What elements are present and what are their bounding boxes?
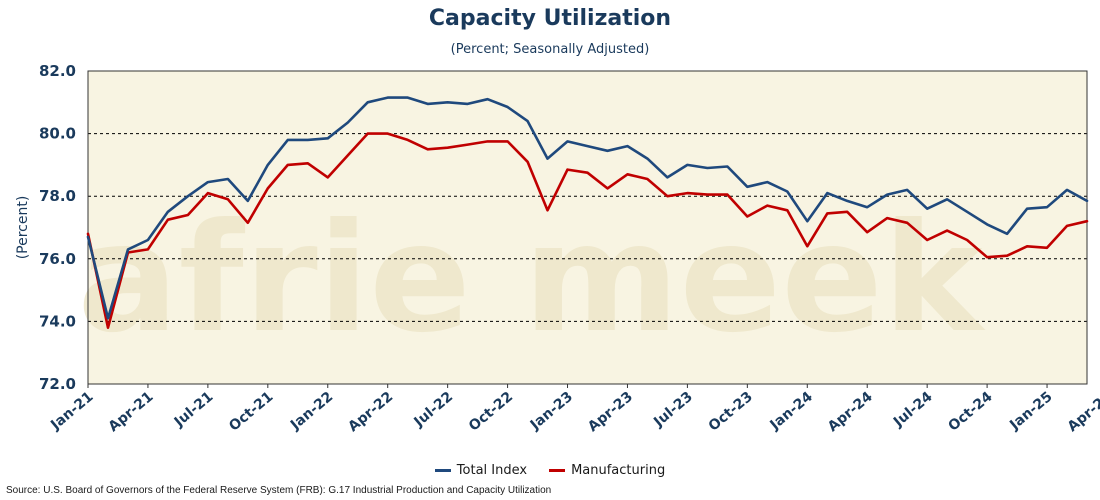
watermark-logo: afrie meek bbox=[77, 192, 986, 366]
x-tick-label: Apr-24 bbox=[825, 389, 876, 436]
x-tick-label: Jan-23 bbox=[527, 389, 576, 434]
y-tick-label: 76.0 bbox=[39, 250, 76, 268]
x-tick-label: Jul-22 bbox=[410, 389, 456, 431]
series-line-manufacturing bbox=[86, 132, 1089, 330]
x-tick-label: Jan-22 bbox=[287, 389, 336, 434]
y-tick-label: 72.0 bbox=[39, 375, 76, 393]
chart-title: Capacity Utilization bbox=[428, 6, 672, 31]
x-tick-label: Jan-25 bbox=[1006, 389, 1055, 434]
x-tick-label: Jul-24 bbox=[890, 389, 936, 431]
legend-swatch-manufacturing bbox=[549, 469, 566, 472]
x-tick-label: Jan-24 bbox=[767, 389, 816, 434]
legend-label-manufacturing: Manufacturing bbox=[571, 463, 666, 478]
source-note: Source: U.S. Board of Governors of the F… bbox=[6, 485, 552, 496]
x-tick-label: Apr-25 bbox=[1065, 389, 1100, 435]
plot-area bbox=[88, 71, 1087, 384]
x-tick-label: Oct-24 bbox=[945, 389, 995, 435]
legend-item-manufacturing: Manufacturing bbox=[549, 463, 665, 478]
series-line-total-index bbox=[86, 96, 1089, 320]
y-tick-label: 82.0 bbox=[39, 62, 76, 80]
x-tick-label: Apr-21 bbox=[106, 389, 157, 435]
y-tick-label: 80.0 bbox=[39, 125, 76, 143]
legend-swatch-total-index bbox=[434, 469, 451, 472]
x-tick-label: Jul-21 bbox=[171, 389, 217, 431]
legend-label-total-index: Total Index bbox=[456, 463, 528, 478]
x-tick-label: Oct-22 bbox=[466, 389, 516, 435]
legend-item-total-index: Total Index bbox=[434, 463, 528, 478]
x-tick-label: Apr-23 bbox=[585, 389, 636, 435]
x-tick-label: Jan-21 bbox=[47, 389, 96, 434]
chart-subtitle: (Percent; Seasonally Adjusted) bbox=[450, 42, 650, 57]
x-tick-label: Oct-23 bbox=[706, 389, 756, 435]
chart-legend: Total Index Manufacturing bbox=[0, 463, 1100, 478]
y-tick-label: 74.0 bbox=[39, 312, 76, 330]
x-tick-label: Oct-21 bbox=[226, 389, 276, 435]
y-tick-label: 78.0 bbox=[39, 187, 76, 205]
x-tick-label: Jul-23 bbox=[650, 389, 696, 431]
y-axis-label: (Percent) bbox=[15, 196, 31, 260]
x-tick-label: Apr-22 bbox=[345, 389, 396, 435]
plot-border bbox=[87, 70, 1088, 385]
